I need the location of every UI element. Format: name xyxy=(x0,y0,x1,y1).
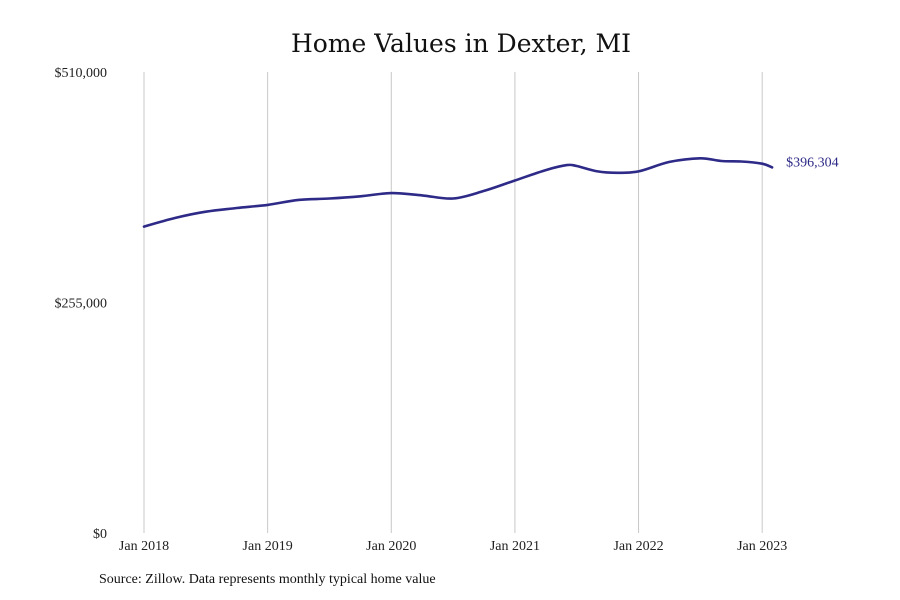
series-line-home-value xyxy=(142,156,774,228)
x-tick-label: Jan 2021 xyxy=(490,539,540,554)
y-tick-label: $0 xyxy=(93,527,107,542)
vertical-gridlines xyxy=(143,72,763,533)
x-tick-label: Jan 2022 xyxy=(613,539,663,554)
y-tick-label: $255,000 xyxy=(55,297,108,312)
x-tick-label: Jan 2019 xyxy=(243,539,293,554)
x-axis-ticks: Jan 2018 Jan 2019 Jan 2020 Jan 2021 Jan 2022… xyxy=(119,539,787,554)
source-note: Source: Zillow. Data represents monthly … xyxy=(99,572,436,587)
x-tick-label: Jan 2018 xyxy=(119,539,169,554)
end-value-label: $396,304 xyxy=(786,155,839,170)
x-tick-label: Jan 2020 xyxy=(366,539,416,554)
chart-title: Home Values in Dexter, MI xyxy=(291,29,631,58)
y-axis-ticks: $0 $255,000 $510,000 xyxy=(55,66,108,542)
y-tick-label: $510,000 xyxy=(55,66,108,81)
x-tick-label: Jan 2023 xyxy=(737,539,787,554)
